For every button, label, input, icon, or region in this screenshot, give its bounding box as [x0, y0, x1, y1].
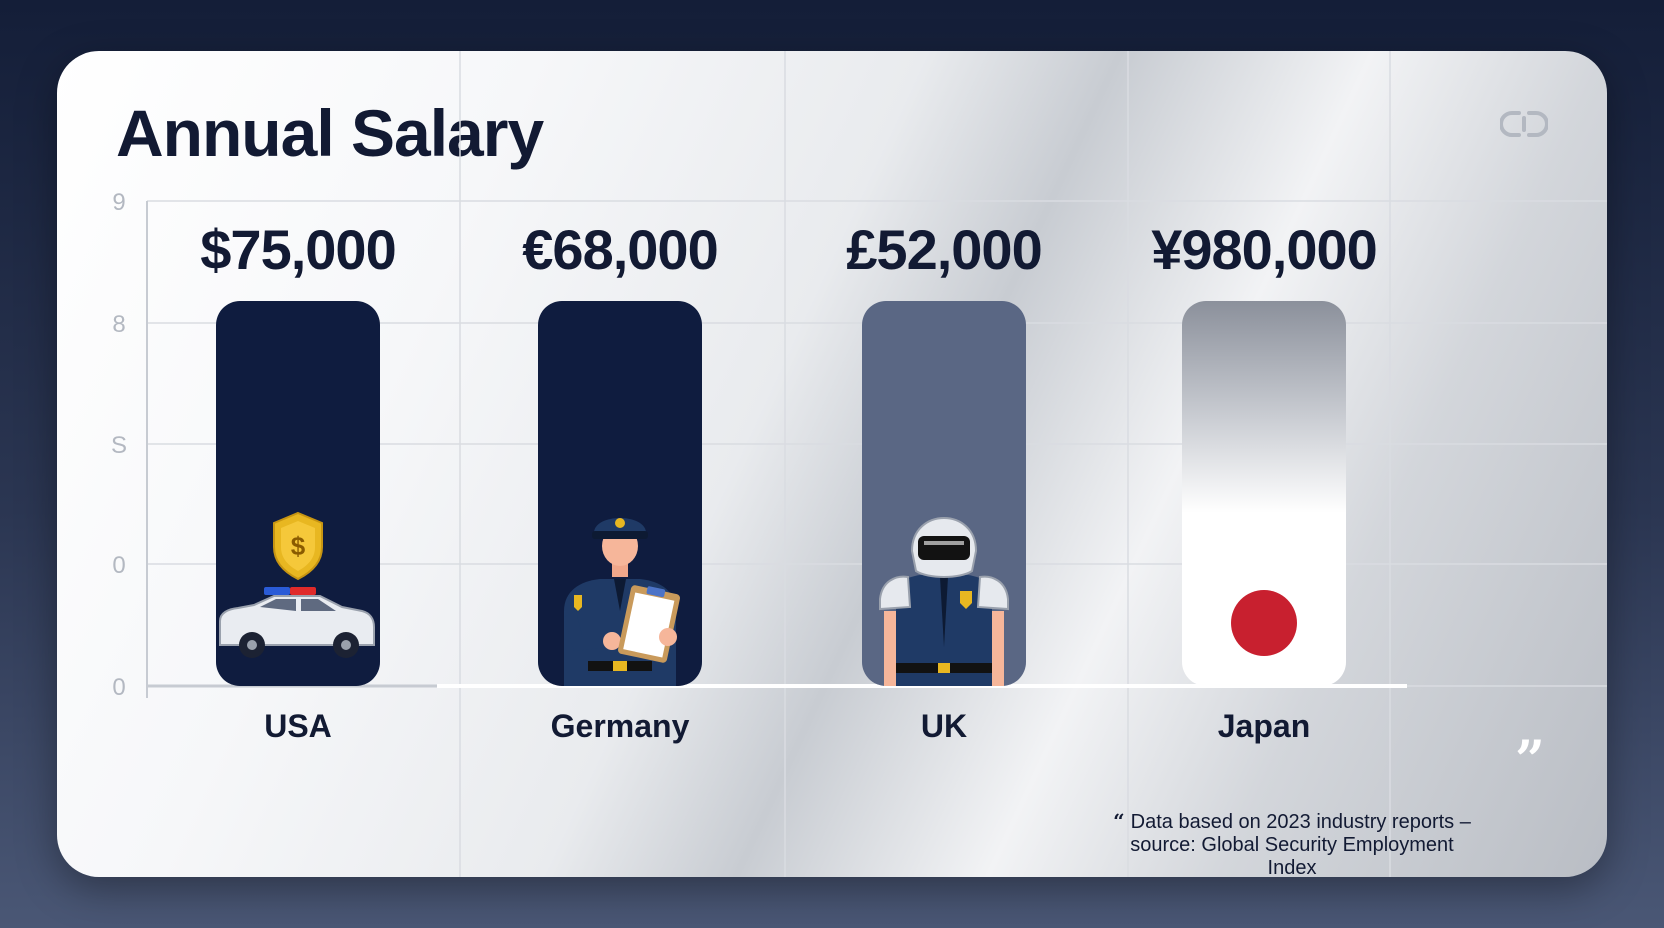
- y-tick-label: 8: [112, 311, 125, 338]
- category-label: Germany: [551, 708, 690, 744]
- value-label: ¥980,000: [1151, 218, 1377, 281]
- y-tick-label: 0: [112, 674, 125, 701]
- value-label: $75,000: [200, 218, 395, 281]
- value-label: €68,000: [522, 218, 717, 281]
- svg-text:$: $: [291, 531, 306, 561]
- chart-title: Annual Salary: [116, 96, 544, 170]
- quote-close-mark: ”: [1515, 730, 1545, 791]
- category-label: Japan: [1218, 708, 1310, 744]
- bar-usa: [216, 301, 380, 686]
- security-guard-helmet-icon: [879, 517, 1009, 686]
- salary-chart: $ 9 8 S 0 0 $75,000 USA €68,000 Germany £52,000 UK…: [111, 51, 1607, 877]
- y-tick-label: 9: [112, 189, 125, 216]
- chart-card: Annual Salary $ 9 8 S 0 0 $75,000 USA €68,000 Ge…: [57, 51, 1607, 877]
- value-label: £52,000: [846, 218, 1041, 281]
- category-label: USA: [264, 708, 332, 744]
- bar-japan: [1182, 301, 1346, 686]
- japan-flag-icon: [1231, 590, 1297, 656]
- link-icon[interactable]: [1500, 109, 1548, 139]
- source-text: Data based on 2023 industry reports – so…: [1130, 811, 1471, 877]
- police-car-shield-icon: $: [219, 511, 375, 658]
- category-label: UK: [921, 708, 967, 744]
- source-note: “Data based on 2023 industry reports – s…: [1107, 809, 1477, 878]
- y-tick-label: S: [111, 432, 127, 459]
- quote-open-mark: “: [1113, 809, 1125, 833]
- police-officer-clipboard-icon: [564, 518, 680, 686]
- y-tick-label: 0: [112, 552, 125, 579]
